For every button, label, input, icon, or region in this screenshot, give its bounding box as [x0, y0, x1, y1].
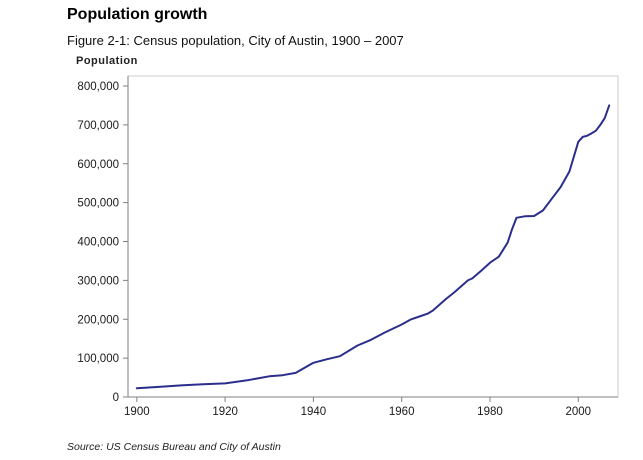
y-axis-title: Population — [76, 55, 138, 67]
plot-border — [127, 75, 619, 398]
y-tick-label: 600,000 — [77, 159, 119, 171]
population-chart-svg: 0 100,000 200,000 300,000 400,000 500,000 600,… — [77, 75, 619, 418]
y-tick-label: 500,000 — [77, 198, 119, 210]
source-note: Source: US Census Bureau and City of Aus… — [67, 441, 281, 453]
x-tick-label: 2000 — [565, 406, 591, 418]
population-line-series — [135, 104, 611, 390]
y-tick-label: 400,000 — [77, 237, 119, 249]
y-tick-label: 300,000 — [77, 275, 119, 287]
y-tick-label: 0 — [113, 392, 119, 404]
y-tick-label: 200,000 — [77, 314, 119, 326]
x-tick-label: 1980 — [477, 406, 503, 418]
x-tick-label: 1900 — [124, 406, 150, 418]
x-tick-label: 1920 — [212, 406, 238, 418]
x-tick-label: 1960 — [389, 406, 415, 418]
figure-caption: Figure 2-1: Census population, City of A… — [67, 33, 404, 48]
x-tick-label: 1940 — [301, 406, 327, 418]
y-tick-label: 100,000 — [77, 353, 119, 365]
page-title: Population growth — [67, 6, 208, 23]
y-tick-label: 800,000 — [77, 81, 119, 93]
y-tick-label: 700,000 — [77, 120, 119, 132]
